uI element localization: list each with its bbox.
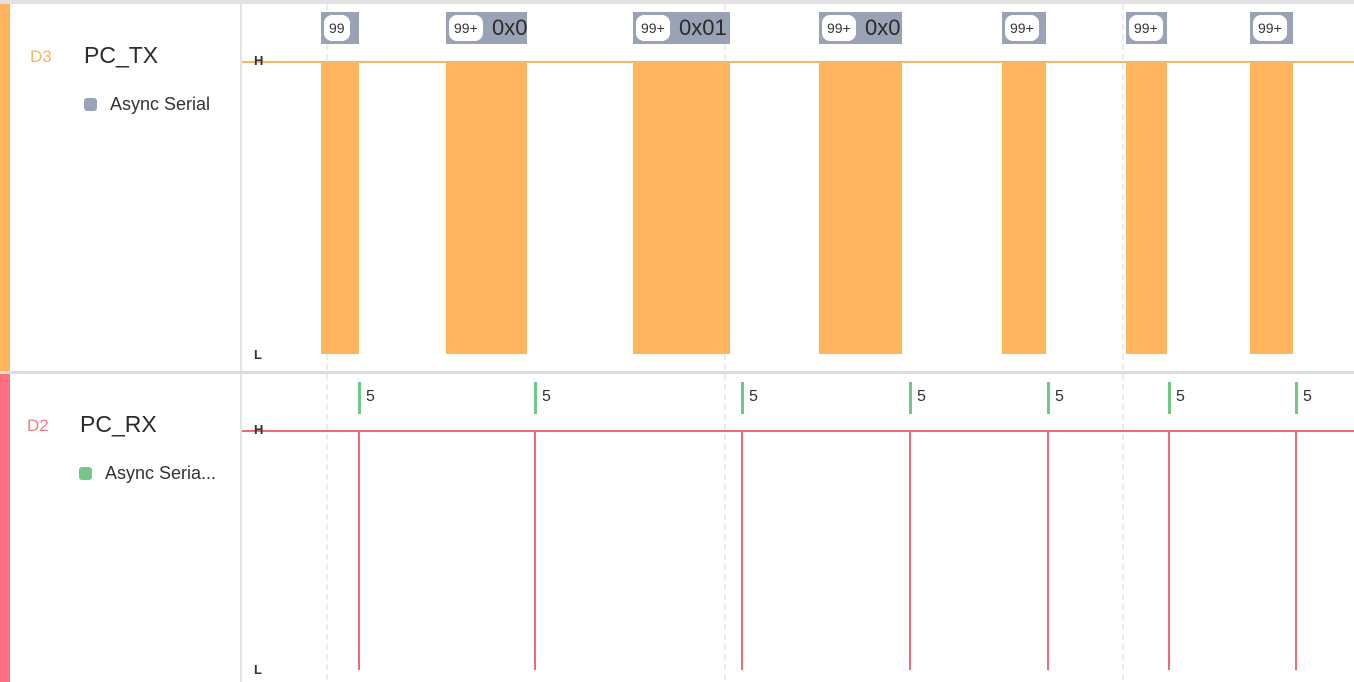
marker-value: 5	[749, 388, 758, 405]
analyzer-color-dot	[79, 467, 92, 480]
marker-value: 5	[542, 388, 551, 405]
frame-count-badge: 99	[324, 15, 350, 41]
channel-d2: D2 PC_RX Async Seria...	[0, 374, 1354, 682]
tx-pulse[interactable]	[1250, 62, 1293, 354]
rx-glitches	[358, 431, 1297, 670]
frame-count-badge: 99+	[1253, 15, 1287, 41]
tx-pulse[interactable]	[1002, 62, 1046, 354]
frame-count-badge: 99+	[636, 15, 670, 41]
analyzer-color-dot	[84, 98, 97, 111]
frame-count-badge: 99+	[449, 15, 483, 41]
channel-id: D3	[30, 47, 52, 66]
marker-value: 5	[1176, 388, 1185, 405]
channel-name[interactable]: PC_TX	[84, 42, 159, 68]
frame-count-badge: 99+	[1005, 15, 1039, 41]
channel-id: D2	[27, 416, 49, 435]
decoded-frame[interactable]: 99+	[1002, 12, 1046, 44]
frame-value: 0x0	[865, 15, 901, 40]
channel-d3: D3 PC_TX Async Serial	[0, 4, 1354, 371]
marker-value: 5	[917, 388, 926, 405]
marker-bar	[741, 382, 744, 414]
frame-count-badge: 99+	[822, 15, 856, 41]
tx-pulse[interactable]	[446, 62, 527, 354]
marker-bar	[1168, 382, 1171, 414]
analyzer-async-serial[interactable]: Async Seria...	[79, 463, 216, 484]
tx-pulse[interactable]	[633, 62, 730, 354]
channel-label-panel[interactable]: D3 PC_TX Async Serial	[10, 4, 242, 371]
decoded-frame[interactable]: 99+ 0x0	[819, 12, 902, 44]
high-level-label: H	[254, 422, 264, 437]
waveform-svg	[242, 4, 1354, 371]
analyzer-async-serial[interactable]: Async Serial	[84, 94, 210, 115]
channel-name[interactable]: PC_RX	[80, 411, 157, 437]
frame-value: 0x0	[492, 15, 527, 40]
decoded-frame[interactable]: 99+ 0x01	[633, 12, 730, 44]
waveform-svg	[242, 374, 1354, 682]
marker-bar	[534, 382, 537, 414]
tx-pulse[interactable]	[819, 62, 902, 354]
marker-bar	[909, 382, 912, 414]
marker-value: 5	[1055, 388, 1064, 405]
frame-value: 0x01	[679, 15, 727, 40]
waveform-area[interactable]: H L 5 5 5 5 5	[242, 374, 1354, 682]
analyzer-label: Async Seria...	[105, 463, 217, 483]
frame-count-badge: 99+	[1129, 15, 1163, 41]
channel-color-strip	[0, 4, 10, 371]
channel-label-panel[interactable]: D2 PC_RX Async Seria...	[10, 374, 242, 682]
high-level-label: H	[254, 53, 264, 68]
decoded-frame[interactable]: 99+	[1126, 12, 1167, 44]
top-border	[0, 0, 1354, 4]
waveform-area[interactable]: H L 99 99+ 0x0 99+ 0x01 99+ 0x0 99+	[242, 4, 1354, 371]
decoded-frame[interactable]: 99	[321, 12, 359, 44]
decoded-frame[interactable]: 99+ 0x0	[446, 12, 527, 44]
analyzer-label: Async Serial	[110, 94, 211, 114]
channel-divider[interactable]	[0, 371, 1354, 374]
channel-color-strip	[0, 374, 10, 682]
marker-value: 5	[1303, 388, 1312, 405]
marker-bar	[1047, 382, 1050, 414]
marker-bar	[358, 382, 361, 414]
decoded-frame[interactable]: 99+	[1250, 12, 1293, 44]
low-level-label: L	[254, 662, 262, 677]
low-level-label: L	[254, 347, 262, 362]
marker-value: 5	[366, 388, 375, 405]
tx-pulse[interactable]	[321, 62, 359, 354]
time-gridlines	[326, 374, 1124, 682]
tx-pulses	[321, 62, 1293, 354]
marker-bar	[1295, 382, 1298, 414]
tx-pulse[interactable]	[1126, 62, 1167, 354]
